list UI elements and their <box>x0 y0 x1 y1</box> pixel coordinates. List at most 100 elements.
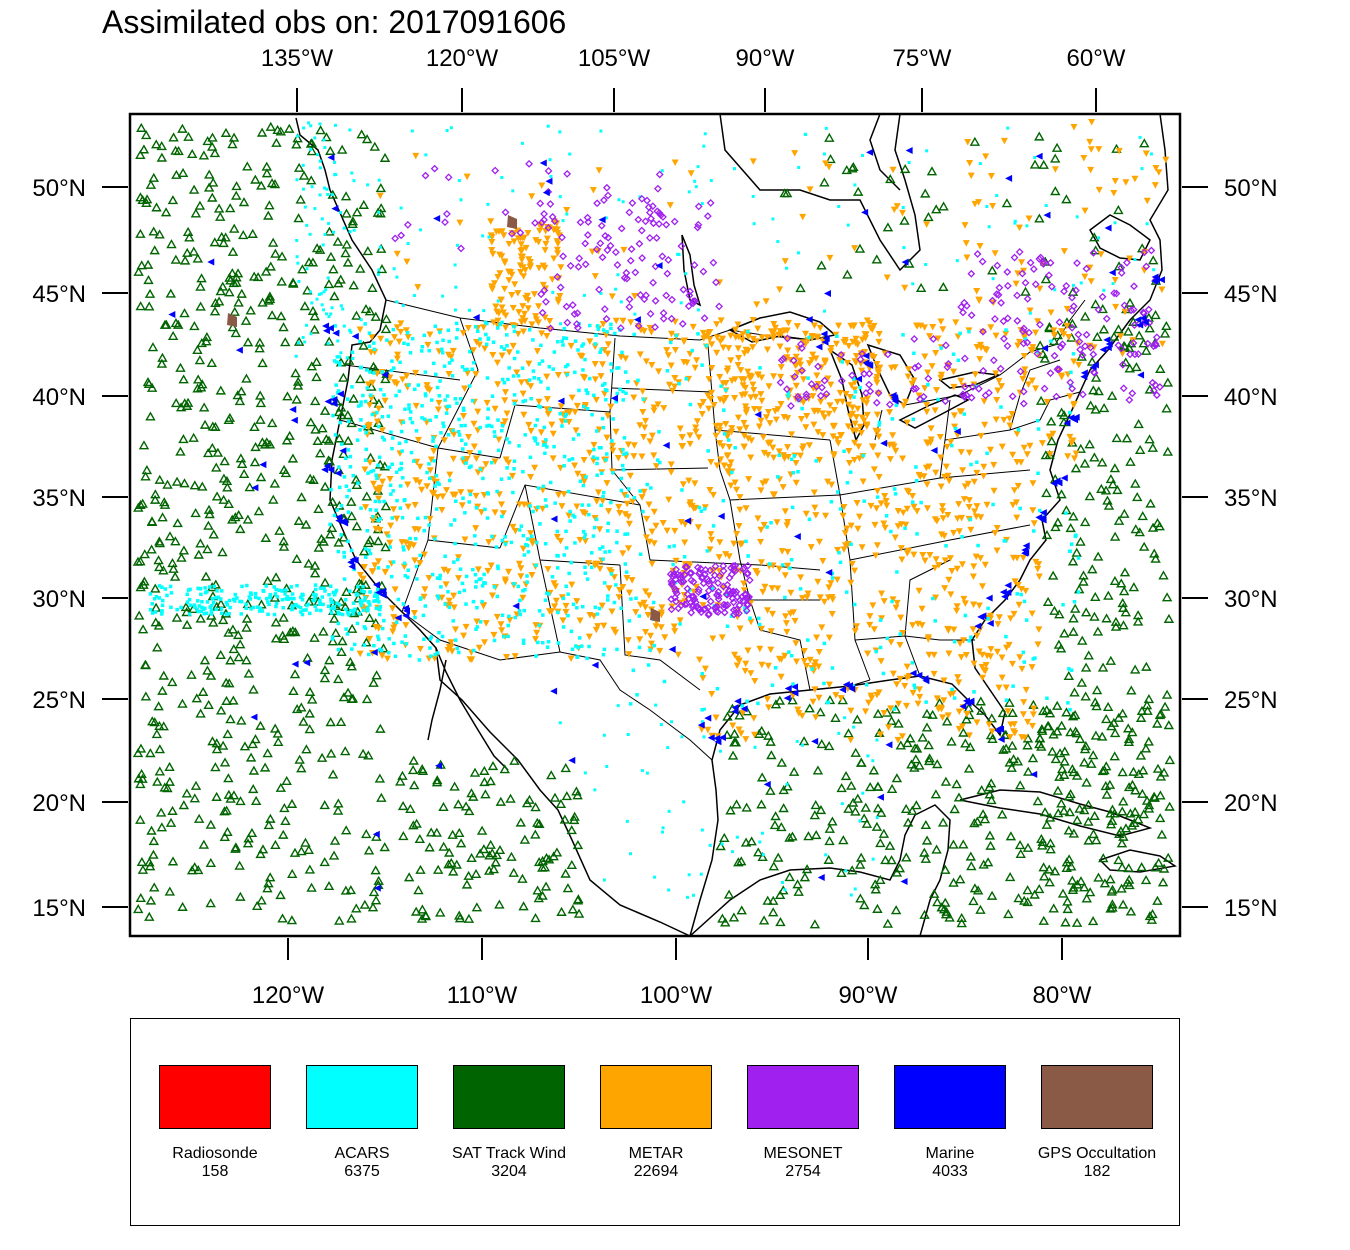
sat-wind-marker <box>290 627 301 637</box>
metar-marker <box>779 484 787 491</box>
metar-marker <box>922 464 930 472</box>
metar-marker <box>991 529 999 537</box>
acars-marker <box>824 853 828 857</box>
sat-wind-marker <box>448 866 459 876</box>
sat-wind-marker <box>335 716 347 727</box>
sat-wind-marker <box>471 902 483 912</box>
mesonet-marker <box>573 309 582 318</box>
metar-marker <box>402 327 410 334</box>
sat-wind-marker <box>151 139 162 149</box>
sat-wind-marker <box>346 661 358 671</box>
metar-marker <box>475 341 483 349</box>
acars-marker <box>453 638 458 642</box>
metar-marker <box>528 193 536 200</box>
mesonet-marker <box>645 208 654 217</box>
metar-marker <box>957 377 965 385</box>
acars-marker <box>380 626 385 631</box>
metar-marker <box>940 677 948 684</box>
metar-marker <box>739 709 747 717</box>
sat-wind-marker <box>766 750 777 760</box>
sat-wind-marker <box>235 453 247 463</box>
sat-wind-marker <box>348 393 359 403</box>
metar-marker <box>519 594 527 602</box>
sat-wind-marker <box>211 791 222 801</box>
sat-wind-marker <box>153 701 164 711</box>
sat-wind-marker <box>246 827 258 838</box>
acars-marker <box>562 326 567 331</box>
acars-marker <box>435 639 440 643</box>
metar-marker <box>947 591 955 598</box>
mesonet-marker <box>600 196 608 205</box>
sat-wind-marker <box>1119 567 1131 577</box>
sat-wind-marker <box>411 818 422 828</box>
mesonet-marker <box>995 283 1004 292</box>
metar-marker <box>939 515 947 522</box>
acars-marker <box>1069 668 1074 672</box>
acars-marker <box>885 636 890 641</box>
acars-marker <box>392 366 396 370</box>
acars-marker <box>450 358 454 362</box>
sat-wind-marker <box>223 627 234 637</box>
acars-marker <box>410 420 415 425</box>
acars-marker <box>455 401 459 405</box>
sat-wind-marker <box>1032 796 1044 806</box>
acars-marker <box>611 471 615 475</box>
acars-marker <box>408 536 412 541</box>
acars-marker <box>1004 698 1009 703</box>
sat-wind-marker <box>205 898 216 908</box>
metar-marker <box>591 376 599 383</box>
sat-wind-marker <box>815 707 826 717</box>
acars-marker <box>720 842 724 846</box>
sat-wind-marker <box>356 129 367 139</box>
metar-marker <box>894 700 902 708</box>
sat-wind-marker <box>518 901 529 911</box>
metar-marker <box>655 368 663 375</box>
mesonet-marker <box>678 319 687 328</box>
sat-wind-marker <box>143 274 154 285</box>
acars-marker <box>308 290 312 294</box>
metar-marker <box>824 478 832 486</box>
acars-marker <box>541 484 546 489</box>
sat-wind-marker <box>340 825 352 835</box>
metar-marker <box>381 568 389 576</box>
metar-marker <box>813 372 821 379</box>
mesonet-marker <box>722 590 731 599</box>
sat-wind-marker <box>1133 418 1144 429</box>
acars-marker <box>525 543 530 548</box>
metar-marker <box>410 542 418 549</box>
acars-marker <box>388 545 392 549</box>
acars-marker <box>995 193 999 197</box>
metar-marker <box>597 373 605 380</box>
sat-wind-marker <box>1118 602 1129 612</box>
sat-wind-marker <box>460 801 472 811</box>
mesonet-marker <box>1016 367 1025 376</box>
metar-marker <box>1111 277 1119 284</box>
acars-marker <box>843 716 847 720</box>
metar-marker <box>685 477 693 485</box>
metar-marker <box>870 466 878 473</box>
metar-marker <box>521 267 529 274</box>
sat-wind-marker <box>189 793 201 803</box>
metar-marker <box>553 533 561 541</box>
metar-marker <box>406 541 414 548</box>
acars-marker <box>432 459 436 463</box>
sat-wind-marker <box>335 274 346 284</box>
acars-marker <box>528 455 533 460</box>
metar-marker <box>543 235 551 243</box>
mesonet-marker <box>596 239 605 248</box>
acars-marker <box>337 603 342 607</box>
metar-marker <box>517 234 525 242</box>
metar-marker <box>821 358 829 366</box>
sat-wind-marker <box>891 867 903 877</box>
sat-wind-marker <box>175 362 186 372</box>
mesonet-marker <box>680 600 689 609</box>
acars-marker <box>541 613 545 617</box>
sat-wind-marker <box>1062 896 1073 906</box>
acars-marker <box>352 642 357 647</box>
acars-marker <box>461 408 466 413</box>
acars-marker <box>322 308 326 312</box>
sat-wind-marker <box>1096 731 1108 741</box>
acars-marker <box>390 436 395 440</box>
sat-wind-marker <box>236 715 247 725</box>
acars-marker <box>429 654 433 658</box>
